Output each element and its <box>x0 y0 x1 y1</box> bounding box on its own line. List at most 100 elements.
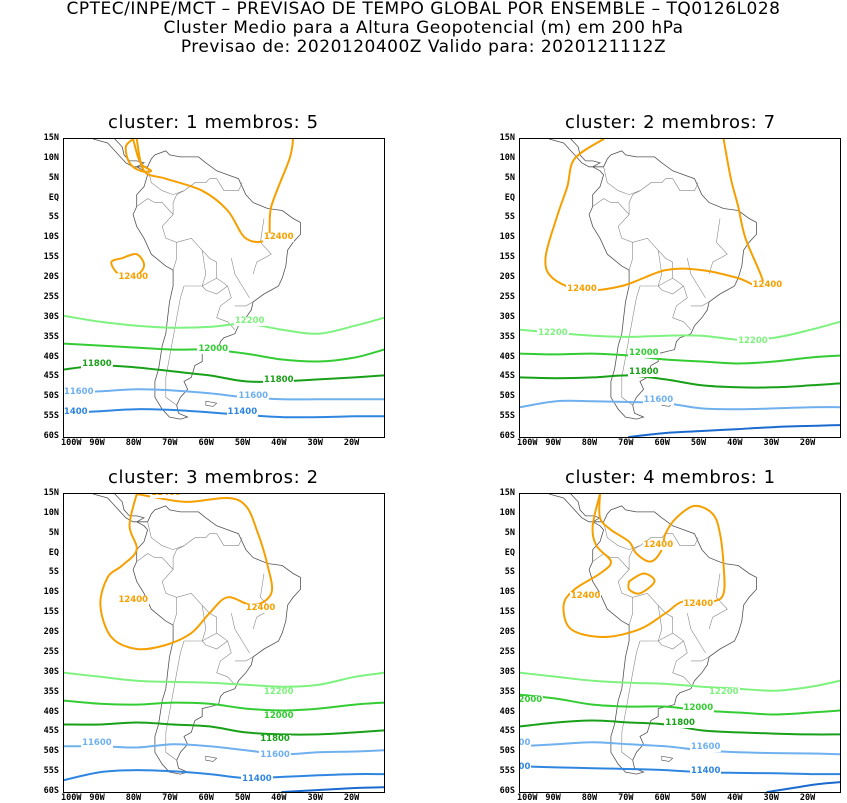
contour-label: 11600 <box>689 742 722 753</box>
panel-title-4: cluster: 4 membros: 1 <box>565 467 776 488</box>
contour-line-c12200 <box>520 320 840 341</box>
x-tick-label: 40W <box>271 438 287 448</box>
y-tick-label: 20S <box>43 272 59 283</box>
contour-line-c12400 <box>627 572 656 595</box>
y-tick-label: 15S <box>499 607 515 618</box>
y-tick-label: 5N <box>48 172 59 183</box>
y-tick-label: 60S <box>499 786 515 796</box>
y-tick-label: 5S <box>48 567 59 578</box>
contour-line-c11600 <box>520 399 840 411</box>
country-border <box>690 656 710 662</box>
contour-label: 12200 <box>233 315 266 326</box>
contour-line-c11600 <box>520 741 840 756</box>
contour-label: 11600 <box>81 738 113 749</box>
country-border <box>136 553 174 570</box>
y-tick-label: 15N <box>499 133 515 143</box>
map-canvas <box>64 494 384 792</box>
contour-label: 12400 <box>244 603 277 614</box>
x-tick-label: 100W <box>61 793 82 803</box>
x-tick-label: 40W <box>727 438 743 448</box>
coastline-south-america <box>588 150 757 420</box>
figure-title: CPTEC/INPE/MCT – PREVISAO DE TEMPO GLOBA… <box>0 0 847 57</box>
country-border <box>621 640 641 761</box>
country-border <box>231 258 250 299</box>
contour-label: 12000 <box>262 710 295 721</box>
y-tick-label: 10S <box>499 587 515 598</box>
y-tick-label: 10N <box>43 507 59 518</box>
x-tick-label: 80W <box>125 793 142 803</box>
contour-line-c11800 <box>520 374 840 389</box>
x-tick-label: 60W <box>654 793 670 803</box>
country-border <box>252 218 272 275</box>
contour-label: 12200 <box>537 327 569 338</box>
y-tick-label: 45S <box>499 726 515 737</box>
contour-label: 11800 <box>259 734 291 745</box>
y-tick-label: 35S <box>499 331 515 342</box>
y-tick-label: 10S <box>499 232 515 243</box>
map-canvas <box>520 494 840 792</box>
y-tick-label: 10N <box>499 507 515 518</box>
y-tick-label: 5S <box>48 212 59 223</box>
country-border <box>640 632 673 642</box>
map-canvas <box>64 139 384 420</box>
y-tick-label: 60S <box>43 786 59 796</box>
contour-label: 12400 <box>569 591 602 602</box>
contour-line-c11400 <box>64 408 384 419</box>
x-tick-label: 70W <box>618 793 634 803</box>
y-tick-label: 5N <box>48 527 59 538</box>
y-tick-label: 35S <box>499 686 515 697</box>
y-tick-label: 10N <box>43 152 59 163</box>
falkland-islands <box>205 400 218 407</box>
country-border <box>165 285 185 406</box>
contour-label: 12400 <box>642 539 675 550</box>
contour-line-c11600 <box>64 743 384 756</box>
country-border <box>234 301 254 307</box>
contour-label: 12200 <box>708 686 740 697</box>
x-tick-label: 20W <box>343 793 360 803</box>
country-border <box>603 166 641 195</box>
x-tick-label: 100W <box>517 793 538 803</box>
panel-title-1: cluster: 1 membros: 5 <box>108 112 319 133</box>
coastline-central-america <box>548 139 602 168</box>
contour-line-c11600 <box>64 388 384 401</box>
y-tick-label: 40S <box>499 351 515 362</box>
x-tick-label: 90W <box>89 438 105 448</box>
country-border <box>708 218 728 275</box>
x-tick-label: 80W <box>125 438 142 448</box>
y-tick-label: 5S <box>504 567 515 578</box>
country-border <box>640 277 673 287</box>
country-border <box>201 605 207 642</box>
contour-label: 12200 <box>262 686 295 697</box>
contour-line-c12400 <box>562 494 726 638</box>
contour-label: 400 <box>520 763 532 773</box>
y-tick-label: 10S <box>43 232 59 243</box>
y-tick-label: 30S <box>43 666 59 677</box>
country-border <box>136 198 174 215</box>
contour-label: 12200 <box>737 335 769 346</box>
contour-label: 11800 <box>81 359 113 370</box>
contour-label: 12000 <box>682 702 715 713</box>
y-tick-label: 5N <box>504 172 515 183</box>
coastline-central-america <box>548 494 602 523</box>
y-tick-label: 20S <box>499 272 515 283</box>
x-tick-label: 60W <box>654 438 670 448</box>
x-tick-label: 30W <box>307 438 323 448</box>
contour-line-c12200 <box>64 314 384 335</box>
x-tick-label: 50W <box>690 438 707 448</box>
country-border <box>632 592 692 685</box>
contour-line-c12200 <box>64 671 384 688</box>
map-canvas <box>520 139 840 437</box>
country-border <box>201 285 228 295</box>
contour-label: 11600 <box>237 391 270 402</box>
contour-label: 600 <box>520 739 532 749</box>
map-panel-1: 12400 12400 12200 12000 11800 11800 11600 11600… <box>63 138 385 438</box>
contour-line-c12000 <box>520 352 840 365</box>
y-tick-label: 25S <box>499 646 515 657</box>
contour-line-c12000 <box>64 699 384 712</box>
x-tick-label: 60W <box>198 438 214 448</box>
x-tick-label: 20W <box>799 438 816 448</box>
country-border <box>621 285 641 406</box>
contour-label: 11800 <box>262 375 295 386</box>
y-tick-label: EQ <box>504 192 515 203</box>
contour-line-c12400 <box>544 139 765 292</box>
